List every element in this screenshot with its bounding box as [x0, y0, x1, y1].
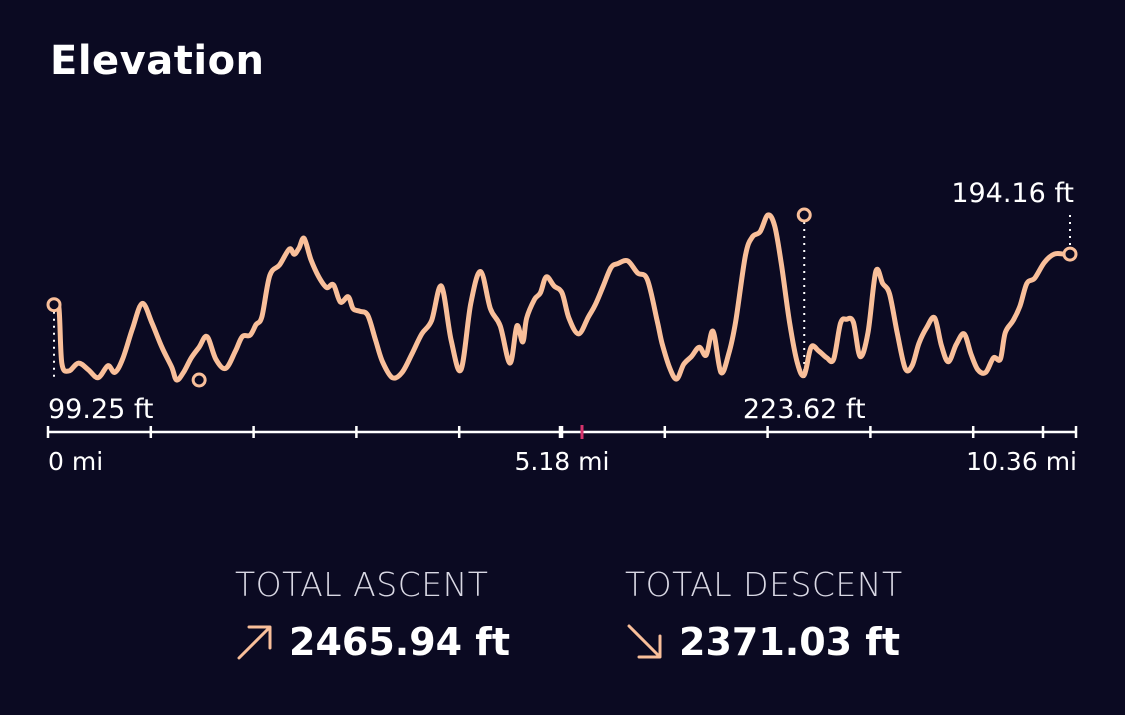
elevation-chart: 0 mi 5.18 mi 10.36 mi 194.16 ft 99.25 ft 223.… [46, 178, 1078, 476]
total-descent-value: 2371.03 ft [679, 620, 901, 664]
total-ascent-stat: TOTAL ASCENT 2465.94 ft [235, 565, 510, 664]
total-descent-value-row: 2371.03 ft [625, 620, 903, 664]
end-point-label: 194.16 ft [951, 178, 1074, 209]
label-layer: 0 mi 5.18 mi 10.36 mi 194.16 ft 99.25 ft 223.… [48, 178, 1077, 476]
x-axis [46, 425, 1078, 439]
total-ascent-value-row: 2465.94 ft [235, 620, 510, 664]
x-tick-label: 10.36 mi [966, 447, 1077, 476]
line-layer [51, 212, 1073, 383]
arrow-down-right-icon [625, 622, 665, 662]
total-ascent-label: TOTAL ASCENT [235, 565, 489, 604]
page-title: Elevation [50, 38, 265, 84]
guide-lines [53, 215, 1071, 380]
start-marker [46, 297, 62, 313]
total-ascent-value: 2465.94 ft [289, 620, 511, 664]
elevation-line [51, 212, 1073, 383]
high-point-label: 223.62 ft [743, 394, 866, 425]
marker-layer [46, 207, 1078, 388]
low-point-label: 99.25 ft [48, 394, 154, 425]
x-tick-label: 5.18 mi [515, 447, 610, 476]
total-descent-label: TOTAL DESCENT [625, 565, 903, 604]
total-descent-stat: TOTAL DESCENT 2371.03 ft [625, 565, 903, 664]
low-point-marker [191, 372, 207, 388]
end-marker [1062, 246, 1078, 262]
x-tick-label: 0 mi [48, 447, 103, 476]
high-point-marker [796, 207, 812, 223]
arrow-up-right-icon [235, 622, 275, 662]
